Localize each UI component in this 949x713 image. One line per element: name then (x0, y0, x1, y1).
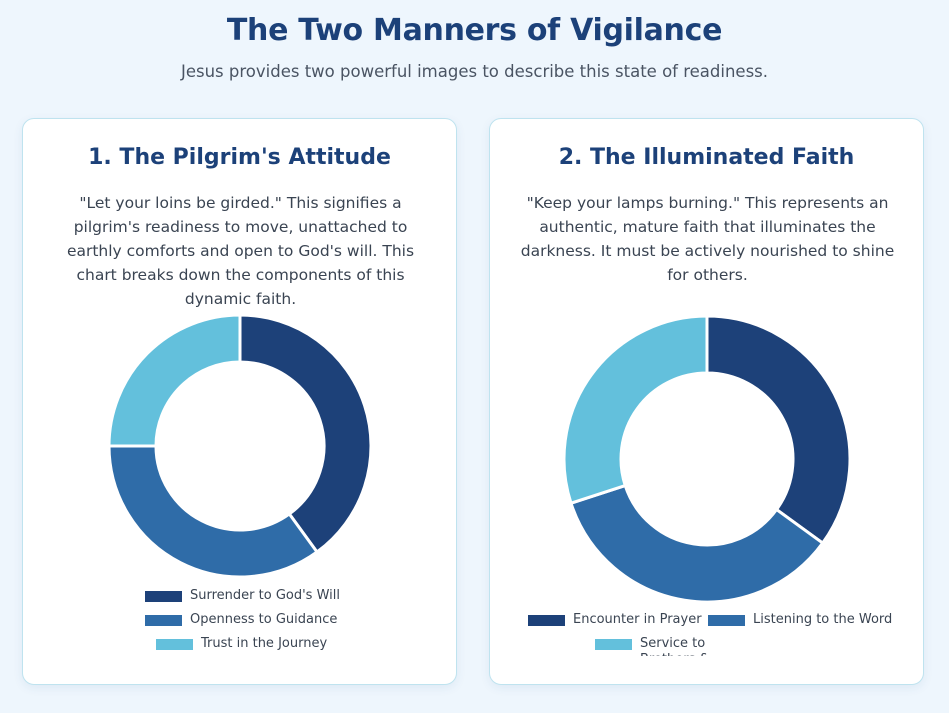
pilgrim-attitude-card: 1. The Pilgrim's Attitude "Let your loin… (22, 118, 457, 685)
illuminated-faith-card: 2. The Illuminated Faith "Keep your lamp… (489, 118, 924, 685)
donut-slice[interactable] (107, 444, 320, 579)
donut-slice[interactable] (238, 313, 373, 555)
legend-swatch (145, 591, 182, 602)
legend-label: Listening to the Word (753, 612, 893, 627)
legend-label: Openness to Guidance (190, 612, 338, 627)
page-subtitle: Jesus provides two powerful images to de… (180, 62, 769, 81)
page-title: The Two Manners of Vigilance (226, 13, 723, 48)
card-title: 2. The Illuminated Faith (558, 145, 855, 170)
legend-label: Trust in the Journey (201, 636, 328, 651)
illuminated-donut-chart (562, 314, 852, 604)
donut-slice[interactable] (569, 483, 825, 604)
card-title: 1. The Pilgrim's Attitude (88, 145, 391, 170)
legend-swatch (156, 639, 193, 650)
donut-slice[interactable] (705, 314, 852, 546)
donut-slice[interactable] (562, 314, 709, 506)
legend-swatch (708, 615, 745, 626)
pilgrim-donut-chart (107, 313, 373, 579)
donut-slice[interactable] (107, 313, 242, 448)
legend-swatch (145, 615, 182, 626)
card-description: "Keep your lamps burning." This represen… (520, 194, 895, 284)
legend-swatch (595, 639, 632, 650)
legend-label: Service to Brothers & (640, 636, 710, 656)
legend-label: Surrender to God's Will (190, 588, 340, 603)
card-description: "Let your loins be girded." This signifi… (66, 194, 415, 308)
legend-label: Encounter in Prayer (573, 612, 702, 627)
legend-swatch (528, 615, 565, 626)
